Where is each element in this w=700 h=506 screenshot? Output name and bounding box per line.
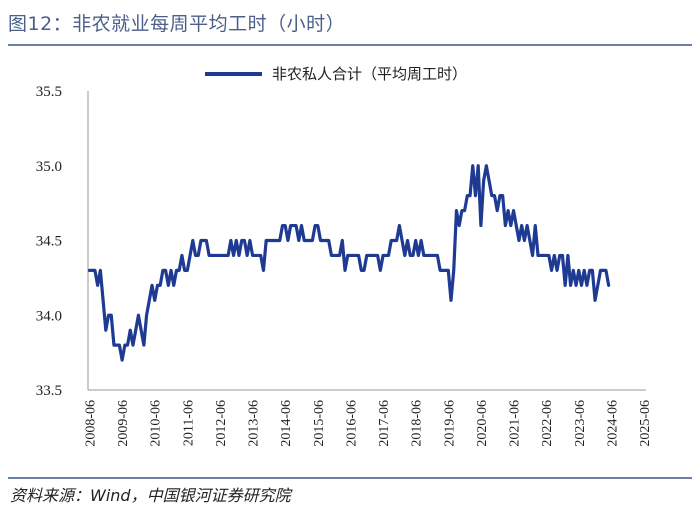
- x-tick-label: 2025-06: [638, 400, 653, 447]
- x-tick-label: 2014-06: [279, 400, 294, 447]
- x-tick-label: 2020-06: [475, 400, 490, 447]
- y-tick-label: 33.5: [36, 383, 62, 399]
- x-tick-label: 2013-06: [247, 400, 262, 447]
- series-line-nonfarm-private-hours: [87, 164, 611, 362]
- y-axis: 35.5 35.0 34.5 34.0 33.5: [36, 84, 89, 399]
- x-axis: 2008-06 2009-06 2010-06 2011-06 2012-06 2013-…: [84, 389, 653, 447]
- y-tick-label: 35.0: [36, 159, 62, 175]
- x-tick-label: 2009-06: [116, 400, 131, 447]
- x-tick-label: 2018-06: [410, 400, 425, 447]
- chart-title: 图12：非农就业每周平均工时（小时）: [8, 13, 346, 35]
- x-tick-label: 2019-06: [442, 400, 457, 447]
- x-tick-label: 2012-06: [214, 400, 229, 447]
- x-tick-label: 2023-06: [573, 400, 588, 447]
- legend-label: 非农私人合计（平均周工时）: [272, 65, 467, 83]
- x-tick-label: 2021-06: [508, 400, 523, 447]
- x-tick-label: 2017-06: [377, 400, 392, 447]
- x-tick-label: 2008-06: [84, 400, 99, 447]
- source-divider: [8, 477, 692, 479]
- source-note: 资料来源：Wind，中国银河证券研究院: [10, 486, 291, 505]
- x-tick-label: 2016-06: [344, 400, 359, 447]
- y-tick-label: 34.5: [36, 234, 62, 250]
- plot-area: [87, 164, 611, 362]
- x-tick-label: 2011-06: [181, 400, 196, 446]
- y-tick-label: 34.0: [36, 308, 62, 324]
- x-tick-label: 2022-06: [540, 400, 555, 447]
- legend: 非农私人合计（平均周工时）: [205, 65, 467, 83]
- x-tick-label: 2015-06: [312, 400, 327, 447]
- line-chart: 非农私人合计（平均周工时） 35.5 35.0 34.5 34.0 33.5 2008-…: [36, 65, 653, 447]
- x-tick-label: 2010-06: [149, 400, 164, 447]
- title-divider: [8, 44, 692, 46]
- x-tick-label: 2024-06: [605, 400, 620, 447]
- y-tick-label: 35.5: [36, 84, 62, 100]
